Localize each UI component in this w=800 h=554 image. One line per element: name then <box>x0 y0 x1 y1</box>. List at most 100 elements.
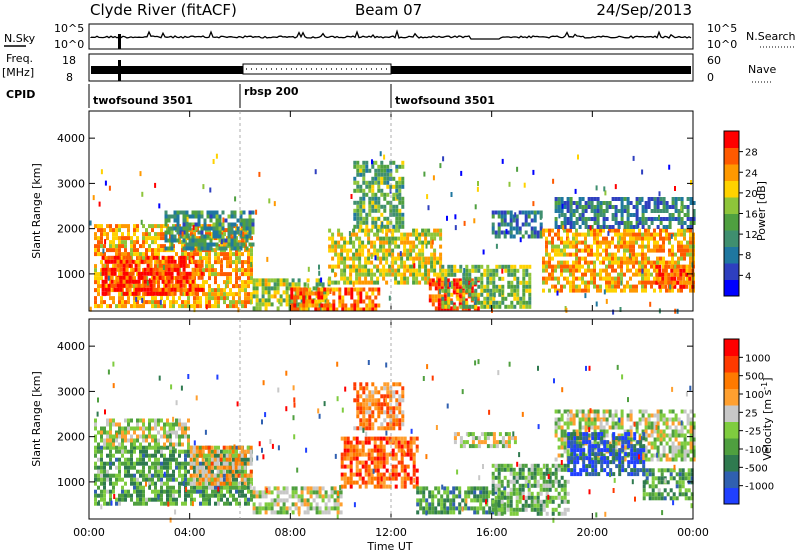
colorbar-swatch <box>724 147 739 165</box>
y-tick-label: 3000 <box>57 385 85 398</box>
data-region <box>642 468 694 501</box>
nsky-label: N.Sky <box>4 32 36 45</box>
velocity-colorbar-label: Velocity [m s-1] <box>760 377 774 460</box>
nsearch-tick-top: 10^5 <box>707 22 737 35</box>
freq-unit-label: [MHz] <box>2 66 34 79</box>
colorbar-swatch <box>724 421 739 439</box>
nave-label: Nave <box>748 63 776 76</box>
colorbar-swatch <box>724 339 739 356</box>
nsky-gap-mark <box>118 34 121 49</box>
nsky-strip: N.Sky 10^5 10^0 10^5 10^0 N.Search <box>4 22 796 51</box>
colorbar-swatch <box>724 471 739 488</box>
colorbar-tick-label: -1000 <box>745 482 774 493</box>
freq-gap-mark <box>118 60 121 81</box>
data-region <box>491 463 570 516</box>
data-region <box>189 445 253 486</box>
colorbar-tick-label: 24 <box>745 168 758 179</box>
y-tick-label: 4000 <box>57 132 85 145</box>
station-title: Clyde River (fitACF) <box>90 1 237 19</box>
cpid-segment-label: twofsound 3501 <box>395 94 495 107</box>
colorbar-swatch <box>724 454 739 472</box>
colorbar-swatch <box>724 388 739 406</box>
colorbar-swatch <box>724 246 739 264</box>
colorbar-tick-label: -25 <box>745 427 761 438</box>
y-tick-label: 2000 <box>57 223 85 236</box>
colorbar-tick-label: 1000 <box>745 353 770 364</box>
colorbar-tick-label: 100 <box>745 390 764 401</box>
data-region <box>453 432 517 449</box>
cpid-segment-label: twofsound 3501 <box>93 94 193 107</box>
time-tick-label: 12:00 <box>375 526 407 539</box>
power-colorbar-label: Power [dB] <box>755 181 768 241</box>
colorbar-tick-label: -500 <box>745 463 768 474</box>
freq-tick-bottom: 8 <box>66 71 73 84</box>
time-tick-label: 20:00 <box>576 526 608 539</box>
scatter-cells <box>89 151 694 315</box>
colorbar-swatch <box>724 355 739 373</box>
y-tick-label: 4000 <box>57 340 85 353</box>
y-tick-label: 2000 <box>57 431 85 444</box>
colorbar-swatch <box>724 230 739 247</box>
cpid-row: CPID twofsound 3501 rbsp 200 twofsound 350… <box>6 84 495 108</box>
colorbar-swatch <box>724 164 739 181</box>
nsearch-label: N.Search <box>746 30 796 43</box>
colorbar-swatch <box>724 279 739 297</box>
data-region <box>542 228 695 293</box>
scatter-cells <box>96 359 693 523</box>
colorbar-swatch <box>724 405 739 422</box>
data-region <box>94 445 253 506</box>
colorbar-tick-label: -100 <box>745 445 768 456</box>
colorbar-tick-label: 4 <box>745 271 751 282</box>
nsearch-tick-bottom: 10^0 <box>707 38 737 51</box>
nsky-trace <box>90 29 692 40</box>
colorbar-tick-label: 28 <box>745 148 758 159</box>
time-tick-label: 04:00 <box>174 526 206 539</box>
y-tick-label: 3000 <box>57 177 85 190</box>
data-region <box>290 287 381 312</box>
time-tick-label: 00:00 <box>677 526 709 539</box>
data-region <box>491 210 543 239</box>
power-ylabel: Slant Range [km] <box>30 163 43 259</box>
data-region <box>554 197 696 229</box>
data-region <box>441 264 532 309</box>
colorbar-swatch <box>724 438 739 455</box>
nave-tick-bottom: 0 <box>707 71 714 84</box>
colorbar-tick-label: 12 <box>745 230 758 241</box>
data-region <box>252 486 343 515</box>
velocity-panel: 1000 2000 3000 4000 Slant Range [km] 1000 50… <box>30 318 774 523</box>
colorbar-tick-label: 8 <box>745 251 751 262</box>
nsky-tick-top: 10^5 <box>54 22 84 35</box>
colorbar-tick-label: 25 <box>745 408 758 419</box>
colorbar-swatch <box>724 487 739 505</box>
freq-tick-top: 18 <box>62 54 76 67</box>
time-tick-label: 00:00 <box>73 526 105 539</box>
data-region <box>340 436 419 489</box>
time-tick-label: 08:00 <box>274 526 306 539</box>
data-region <box>164 210 255 251</box>
beam-title: Beam 07 <box>355 1 422 19</box>
time-tick-label: 16:00 <box>476 526 508 539</box>
data-region <box>353 382 405 431</box>
colorbar-tick-label: 500 <box>745 372 764 383</box>
power-panel: 1000 2000 3000 4000 Slant Range [km] 28 24 20… <box>30 110 768 315</box>
data-region <box>94 418 190 447</box>
cpid-label: CPID <box>6 88 35 101</box>
velocity-ylabel: Slant Range [km] <box>30 371 43 467</box>
date-title: 24/Sep/2013 <box>596 1 692 19</box>
colorbar-swatch <box>724 131 739 148</box>
y-tick-label: 1000 <box>57 476 85 489</box>
colorbar-tick-label: 16 <box>745 210 758 221</box>
y-tick-label: 1000 <box>57 268 85 281</box>
nave-tick-top: 60 <box>707 54 721 67</box>
colorbar-swatch <box>724 263 739 280</box>
cpid-segment-label: rbsp 200 <box>244 85 299 98</box>
colorbar-swatch <box>724 213 739 231</box>
colorbar-swatch <box>724 180 739 198</box>
data-region <box>328 228 443 285</box>
data-region <box>567 432 646 477</box>
time-axis-label: Time UT <box>366 540 412 553</box>
nsky-tick-bottom: 10^0 <box>54 38 84 51</box>
colorbar-swatch <box>724 372 739 389</box>
freq-label: Freq. <box>6 52 33 65</box>
